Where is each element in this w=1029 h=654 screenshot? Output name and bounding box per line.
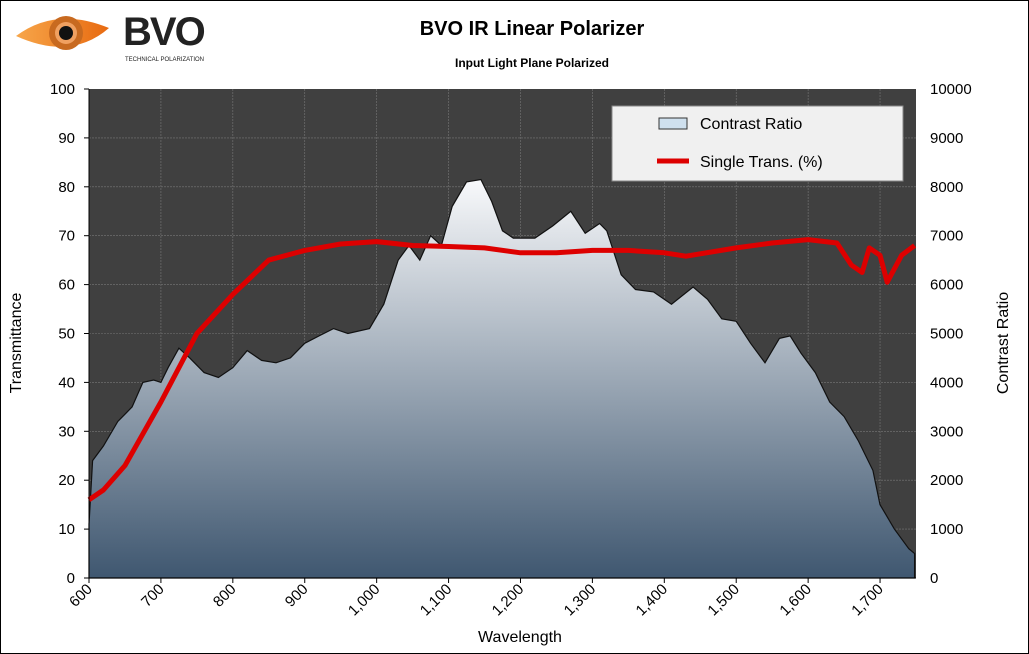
chart-subtitle: Input Light Plane Polarized bbox=[455, 56, 609, 70]
legend: Contrast Ratio Single Trans. (%) bbox=[611, 105, 904, 182]
x-tick-label: 1,200 bbox=[489, 581, 528, 620]
contrast-ratio-area bbox=[88, 178, 916, 579]
logo: BVO TECHNICAL POLARIZATION bbox=[16, 10, 207, 63]
x-tick-label: 1,300 bbox=[561, 581, 600, 620]
x-axis-label: Wavelength bbox=[478, 629, 562, 646]
y2-tick-label: 2000 bbox=[930, 472, 963, 489]
x-tick-label: 800 bbox=[210, 581, 240, 611]
y-tick-label: 70 bbox=[58, 228, 75, 245]
x-tick-label: 1,000 bbox=[345, 581, 384, 620]
chart-title: BVO IR Linear Polarizer bbox=[420, 18, 645, 40]
y2-tick-label: 4000 bbox=[930, 374, 963, 391]
x-tick-label: 1,100 bbox=[417, 581, 456, 620]
y2-tick-label: 10000 bbox=[930, 81, 972, 98]
y2-tick-label: 7000 bbox=[930, 228, 963, 245]
x-tick-label: 1,700 bbox=[848, 581, 887, 620]
y-tick-label: 90 bbox=[58, 130, 75, 147]
y-tick-label: 0 bbox=[67, 570, 75, 587]
legend-area-swatch bbox=[658, 117, 688, 130]
x-tick-label: 1,600 bbox=[776, 581, 815, 620]
y2-tick-label: 0 bbox=[930, 570, 938, 587]
x-tick-label: 1,500 bbox=[704, 581, 743, 620]
y-tick-label: 80 bbox=[58, 179, 75, 196]
legend-single-trans: Single Trans. (%) bbox=[700, 154, 823, 171]
x-tick-label: 900 bbox=[282, 581, 312, 611]
y-tick-label: 40 bbox=[58, 374, 75, 391]
y-tick-label: 30 bbox=[58, 423, 75, 440]
legend-contrast-ratio: Contrast Ratio bbox=[700, 116, 802, 133]
y2-tick-label: 1000 bbox=[930, 521, 963, 538]
logo-brand: BVO bbox=[123, 10, 205, 54]
single-trans-line bbox=[87, 237, 917, 502]
y2-tick-label: 9000 bbox=[930, 130, 963, 147]
y-axis-label: Transmittance bbox=[8, 293, 25, 394]
x-tick-label: 1,400 bbox=[633, 581, 672, 620]
x-tick-label: 700 bbox=[138, 581, 168, 611]
y-tick-label: 100 bbox=[50, 81, 75, 98]
y2-tick-label: 6000 bbox=[930, 277, 963, 294]
y2-tick-label: 3000 bbox=[930, 423, 963, 440]
y2-tick-label: 5000 bbox=[930, 326, 963, 343]
y-tick-label: 60 bbox=[58, 277, 75, 294]
y-tick-label: 50 bbox=[58, 326, 75, 343]
y-tick-label: 10 bbox=[58, 521, 75, 538]
y-tick-label: 20 bbox=[58, 472, 75, 489]
y2-axis-label: Contrast Ratio bbox=[995, 292, 1012, 394]
y2-tick-label: 8000 bbox=[930, 179, 963, 196]
logo-tagline: TECHNICAL POLARIZATION bbox=[125, 57, 204, 63]
